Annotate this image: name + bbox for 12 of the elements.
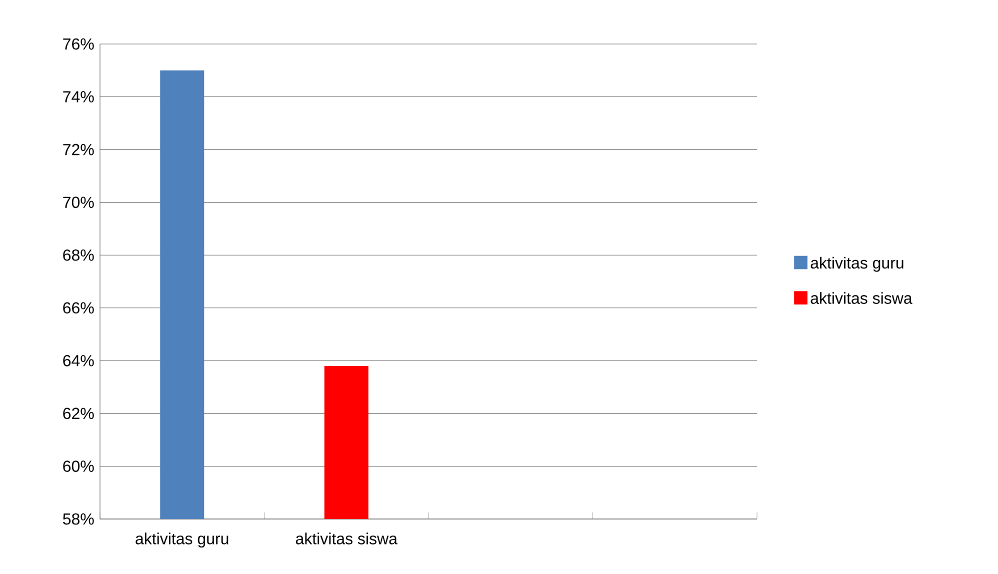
y-tick-label: 62% [63,408,94,420]
legend-label: aktivitas guru [810,256,904,272]
y-tick-label: 74% [63,91,94,102]
y-tick-label: 70% [63,196,94,208]
y-tick-label: 68% [63,249,94,261]
y-tick-label: 58% [63,513,94,525]
legend-label: aktivitas siswa [810,292,912,304]
y-tick-label: 72% [63,144,94,156]
y-tick-label: 60% [63,460,94,472]
y-tick-label: 76% [63,38,94,50]
y-tick-label: 66% [63,302,94,314]
y-tick-label: 64% [63,355,94,366]
